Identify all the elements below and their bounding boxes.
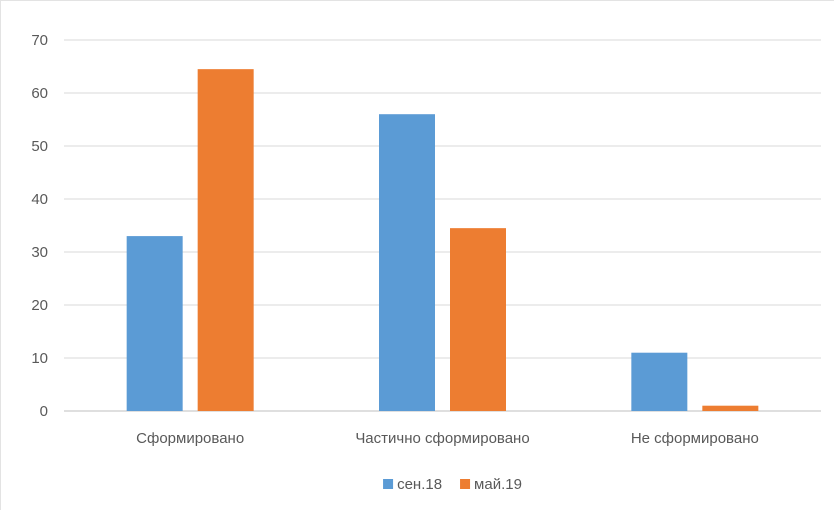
bar-series1-1	[379, 114, 435, 411]
y-tick-label: 40	[31, 191, 48, 208]
y-tick-label: 10	[31, 350, 48, 367]
legend-item: сен.18	[383, 476, 442, 493]
bar-series1-2	[631, 352, 688, 411]
legend-item: май.19	[460, 476, 522, 493]
legend: сен.18 май.19	[383, 476, 522, 493]
legend-swatch	[383, 479, 394, 489]
y-tick-label: 50	[31, 138, 48, 155]
x-axis-categories: Сформировано Частично сформировано Не сфор…	[136, 430, 759, 447]
x-category-label: Сформировано	[136, 430, 244, 447]
y-tick-label: 60	[31, 85, 48, 102]
y-tick-label: 0	[40, 403, 48, 420]
bar-series2-2	[702, 405, 759, 411]
y-tick-label: 20	[31, 297, 48, 314]
bar-series2-1	[450, 228, 506, 411]
y-tick-label: 30	[31, 244, 48, 261]
x-category-label: Не сформировано	[631, 430, 759, 447]
bar-series2-0	[197, 69, 254, 412]
legend-label: май.19	[474, 476, 522, 493]
bars	[126, 69, 759, 412]
legend-swatch	[460, 479, 471, 489]
x-category-label: Частично сформировано	[355, 430, 529, 447]
gridlines	[64, 39, 821, 412]
legend-label: сен.18	[397, 476, 442, 493]
y-tick-label: 70	[31, 32, 48, 49]
y-axis-ticks: 0 10 20 30 40 50 60 70	[31, 32, 48, 420]
bar-series1-0	[126, 236, 183, 411]
